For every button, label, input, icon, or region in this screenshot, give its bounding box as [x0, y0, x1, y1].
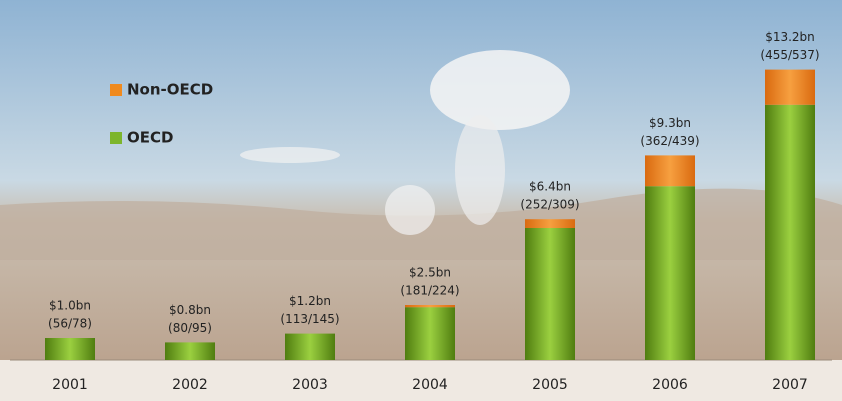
- total-label: $0.8bn: [169, 303, 211, 317]
- legend-label: OECD: [127, 129, 173, 147]
- legend-swatch: [110, 132, 122, 144]
- total-label: $1.0bn: [49, 299, 91, 313]
- total-label: $9.3bn: [649, 116, 691, 130]
- total-label: $1.2bn: [289, 294, 331, 308]
- steam: [385, 185, 435, 235]
- x-tick-label: 2006: [652, 377, 688, 393]
- count-label: (113/145): [280, 312, 339, 326]
- footer-band: [0, 360, 842, 401]
- bar-segment: [765, 69, 815, 105]
- bar-segment: [645, 155, 695, 187]
- bar-segment: [405, 305, 455, 308]
- legend-label: Non-OECD: [127, 81, 213, 99]
- x-tick-label: 2001: [52, 377, 88, 393]
- count-label: (455/537): [760, 48, 819, 62]
- bar-segment: [645, 186, 695, 360]
- bar-segment: [525, 219, 575, 228]
- bar-segment: [285, 333, 335, 360]
- steam: [455, 115, 505, 225]
- bar-segment: [165, 342, 215, 360]
- count-label: (80/95): [168, 321, 212, 335]
- count-label: (56/78): [48, 317, 92, 331]
- cloud: [240, 147, 340, 163]
- count-label: (181/224): [400, 284, 459, 298]
- bar-segment: [45, 338, 95, 360]
- bar-segment: [405, 307, 455, 360]
- bar-segment: [525, 228, 575, 360]
- total-label: $6.4bn: [529, 180, 571, 194]
- x-tick-label: 2004: [412, 377, 448, 393]
- cloud: [430, 50, 570, 130]
- bar-segment: [765, 104, 815, 360]
- x-tick-label: 2003: [292, 377, 328, 393]
- x-tick-label: 2007: [772, 377, 808, 393]
- count-label: (252/309): [520, 198, 579, 212]
- total-label: $2.5bn: [409, 266, 451, 280]
- count-label: (362/439): [640, 134, 699, 148]
- x-tick-label: 2002: [172, 377, 208, 393]
- legend-swatch: [110, 84, 122, 96]
- total-label: $13.2bn: [765, 30, 815, 44]
- x-tick-label: 2005: [532, 377, 568, 393]
